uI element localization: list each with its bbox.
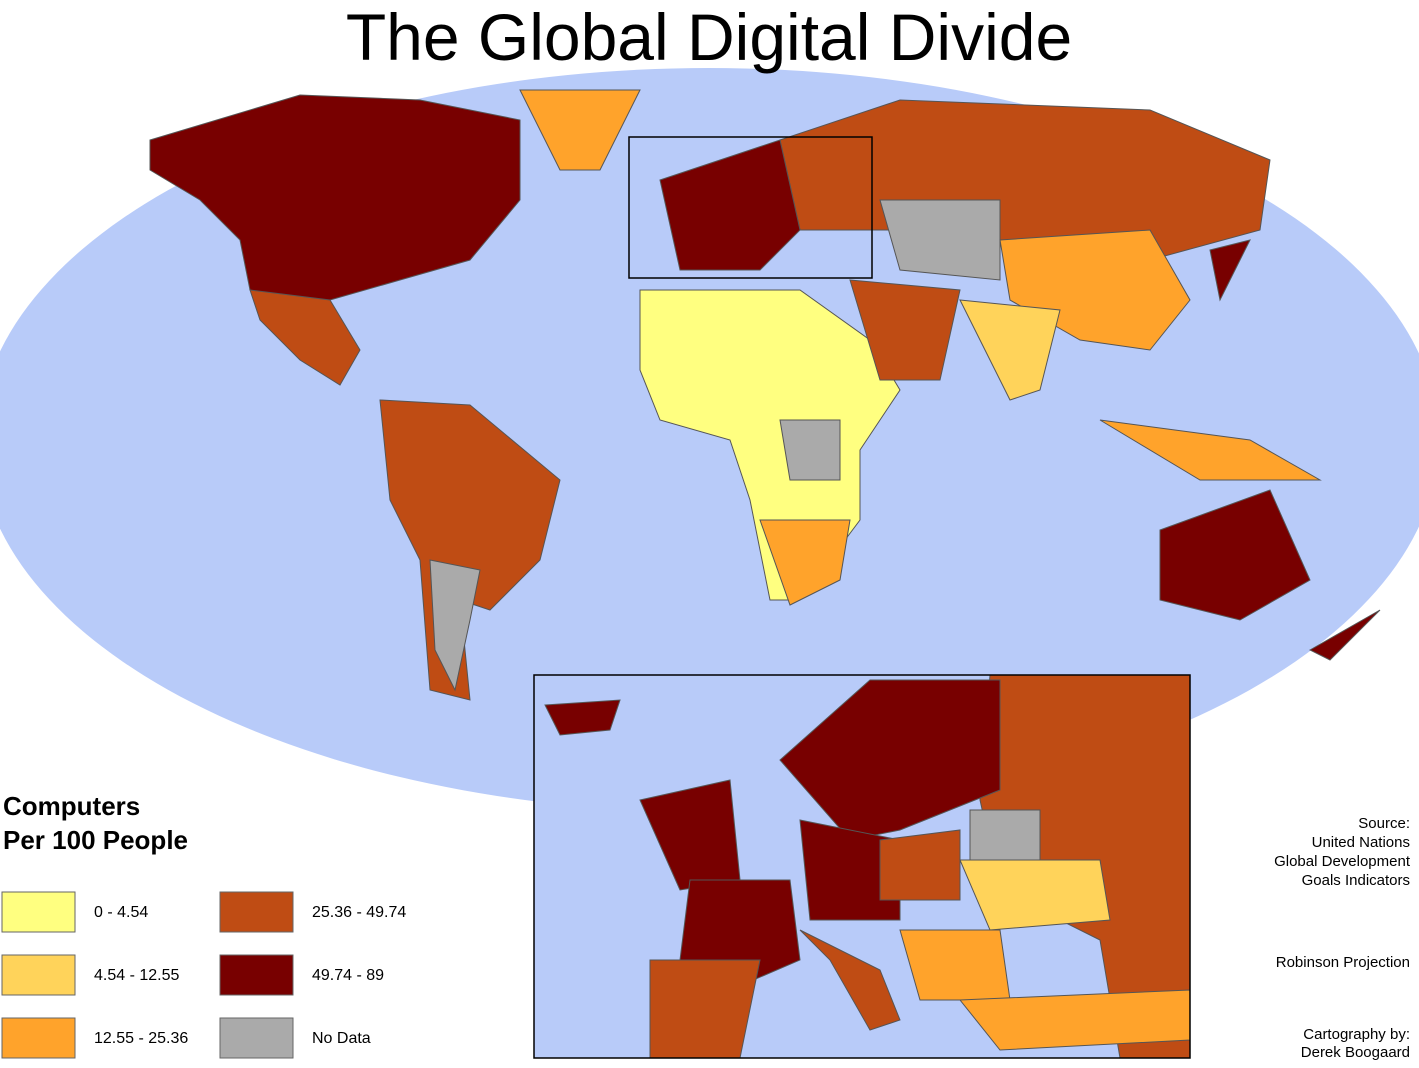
world-map <box>149 89 1381 701</box>
new-zealand <box>1308 609 1381 661</box>
source-text: Source: <box>1358 815 1410 832</box>
india <box>959 299 1061 401</box>
inset-locator <box>628 136 873 279</box>
inset-italy <box>799 929 901 1031</box>
middle-east <box>849 279 961 381</box>
legend-swatch <box>219 891 294 933</box>
central-asia <box>879 199 1001 281</box>
legend-swatch <box>1 891 76 933</box>
inset-ukraine <box>959 859 1111 931</box>
legend-label: No Data <box>312 1030 371 1047</box>
inset-poland <box>879 829 961 901</box>
southeast-asia <box>1099 419 1322 481</box>
legend-label: 4.54 - 12.55 <box>94 967 180 984</box>
credits-text: Cartography by: <box>1303 1026 1410 1043</box>
source-text: Global Development <box>1274 853 1411 870</box>
legend-label: 0 - 4.54 <box>94 904 148 921</box>
inset-turkey <box>958 989 1190 1051</box>
europe-inset <box>533 674 1191 1059</box>
inset-belarus <box>969 809 1041 861</box>
legend: 0 - 4.54 4.54 - 12.55 12.55 - 25.36 25.36 -… <box>1 891 406 1059</box>
legend-swatch <box>1 954 76 996</box>
japan <box>1209 239 1251 302</box>
mexico <box>249 289 361 386</box>
greenland <box>519 89 641 171</box>
legend-swatch <box>219 1017 294 1059</box>
legend-title: Computers <box>3 791 140 821</box>
australia <box>1159 489 1311 621</box>
legend-label: 25.36 - 49.74 <box>312 904 406 921</box>
legend-label: 49.74 - 89 <box>312 967 384 984</box>
map-title: The Global Digital Divide <box>346 0 1072 74</box>
inset-iceland <box>544 699 621 736</box>
europe <box>659 139 801 271</box>
argentina <box>429 559 481 692</box>
legend-swatch <box>219 954 294 996</box>
inset-germany <box>799 819 901 921</box>
legend-label: 12.55 - 25.36 <box>94 1030 188 1047</box>
inset-frame <box>533 674 1191 1059</box>
source-text: Goals Indicators <box>1302 872 1410 889</box>
inset-spain <box>649 959 761 1058</box>
north-america <box>149 94 521 301</box>
southern-africa <box>759 519 851 606</box>
credits-text: Derek Boogaard <box>1301 1044 1410 1061</box>
legend-title: Per 100 People <box>3 825 188 855</box>
projection-text: Robinson Projection <box>1276 954 1410 971</box>
inset-balkans <box>899 929 1011 1001</box>
source-text: United Nations <box>1312 834 1410 851</box>
legend-swatch <box>1 1017 76 1059</box>
congo <box>779 419 841 481</box>
